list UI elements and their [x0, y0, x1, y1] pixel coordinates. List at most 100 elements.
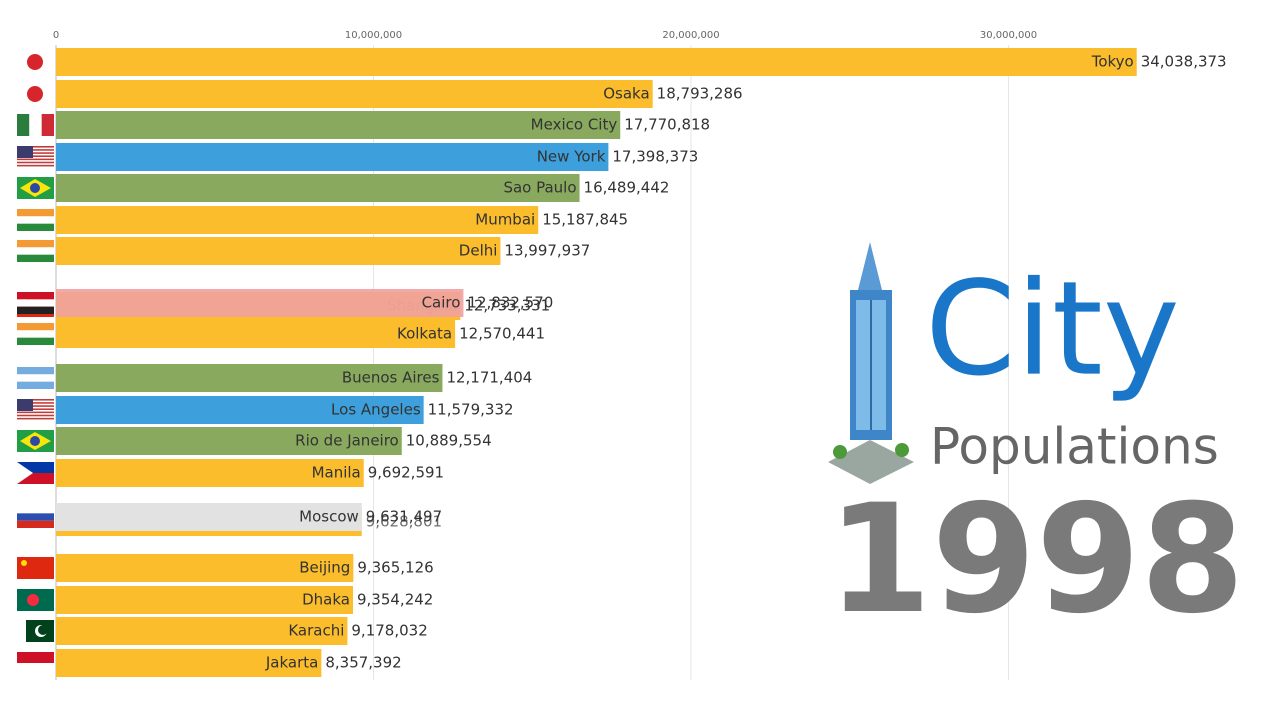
flag-part	[17, 146, 54, 148]
bar-label: Tokyo	[1091, 53, 1134, 71]
bar-row: Karachi 9,178,032	[17, 617, 428, 645]
flag-part	[17, 399, 33, 411]
bar-label: Jakarta	[265, 654, 318, 672]
flag	[17, 177, 54, 199]
flag-part	[17, 209, 54, 217]
bar	[56, 617, 348, 645]
flag	[17, 367, 54, 389]
flag	[17, 652, 54, 674]
bar	[56, 649, 322, 677]
bar-row: New York 17,398,373	[17, 143, 698, 171]
bar	[56, 459, 364, 487]
flag-part	[17, 402, 54, 404]
flag-part	[17, 152, 54, 154]
flag-part	[17, 247, 54, 255]
flag	[17, 209, 54, 231]
bar	[56, 111, 621, 139]
flag-part	[30, 436, 40, 446]
flag-part	[17, 405, 54, 407]
flag-part	[17, 520, 54, 528]
flag-part	[17, 114, 30, 136]
flag-part	[17, 216, 54, 224]
flag	[17, 589, 54, 611]
flag-part	[17, 223, 54, 231]
bar-row: Jakarta 8,357,392	[17, 649, 402, 677]
bar	[56, 289, 464, 317]
bar-row: Delhi 13,997,937	[17, 237, 590, 265]
bar-row: Osaka 18,793,286	[27, 80, 743, 108]
flag-part	[17, 557, 54, 579]
bar-row: Mexico City 17,770,818	[17, 111, 710, 139]
flag-part	[27, 86, 43, 102]
bar	[56, 586, 353, 614]
flag-part	[30, 183, 40, 193]
value-label: 18,793,286	[657, 85, 743, 103]
flag-part	[17, 292, 54, 300]
flag	[17, 620, 54, 642]
bar-label: Delhi	[459, 242, 498, 260]
bar-label: Buenos Aires	[342, 369, 440, 387]
value-label: 17,770,818	[624, 116, 710, 134]
flag-part	[17, 399, 54, 401]
flag-part	[17, 158, 54, 161]
flag-part	[17, 620, 26, 642]
bar-label: Manila	[312, 464, 361, 482]
value-label: 10,889,554	[406, 432, 492, 450]
title: City	[925, 253, 1180, 405]
bar-label: Mumbai	[475, 211, 535, 229]
flag-part	[17, 408, 54, 410]
flag	[17, 114, 54, 136]
bar-label: Beijing	[299, 559, 350, 577]
flag-part	[17, 462, 33, 484]
bar-label: Kolkata	[397, 325, 452, 343]
x-tick-label: 10,000,000	[345, 30, 402, 41]
flag-part	[17, 299, 54, 307]
value-label: 9,692,591	[368, 464, 444, 482]
value-label: 9,365,126	[357, 559, 433, 577]
flag	[17, 240, 54, 262]
flag-part	[17, 146, 33, 158]
tower-icon	[828, 242, 914, 484]
flag-part	[17, 652, 54, 663]
value-label: 12,733,331	[464, 297, 550, 315]
flag-part	[17, 414, 54, 417]
value-label: 9,631,497	[366, 508, 442, 526]
bar	[56, 206, 539, 234]
bar-row: Rio de Janeiro 10,889,554	[17, 427, 492, 455]
bar	[56, 237, 501, 265]
flag-part	[17, 164, 54, 167]
flag	[17, 557, 54, 579]
flag-part	[17, 330, 54, 338]
flag-part	[17, 240, 54, 248]
bar-row: Manila 9,692,591	[17, 459, 444, 487]
flag-part	[17, 381, 54, 389]
value-label: 8,357,392	[325, 654, 401, 672]
flag-part	[17, 337, 54, 345]
value-label: 16,489,442	[584, 179, 670, 197]
flag	[17, 430, 54, 452]
flag-part	[17, 254, 54, 262]
flag-part	[17, 323, 54, 331]
bar	[56, 174, 580, 202]
x-tick-label: 20,000,000	[662, 30, 719, 41]
value-label: 34,038,373	[1141, 53, 1227, 71]
flag-part	[17, 513, 54, 521]
bar-label: Moscow	[299, 508, 359, 526]
value-label: 15,187,845	[542, 211, 628, 229]
bar-row: Tokyo 34,038,373	[27, 48, 1227, 76]
bar	[56, 364, 443, 392]
flag-part	[17, 663, 54, 674]
bar-label: Mexico City	[531, 116, 618, 134]
bar	[56, 80, 653, 108]
bar-row: Mumbai 15,187,845	[17, 206, 628, 234]
flag-part	[17, 473, 54, 484]
flag	[17, 462, 54, 484]
value-label: 9,178,032	[351, 622, 427, 640]
flag	[17, 292, 54, 314]
bars: Tokyo 34,038,373 Osaka 18,793,286 Mexico Cit…	[17, 48, 1227, 677]
flag-part	[17, 306, 54, 314]
flag-part	[17, 417, 54, 420]
value-label: 9,354,242	[357, 591, 433, 609]
value-label: 12,570,441	[459, 325, 545, 343]
